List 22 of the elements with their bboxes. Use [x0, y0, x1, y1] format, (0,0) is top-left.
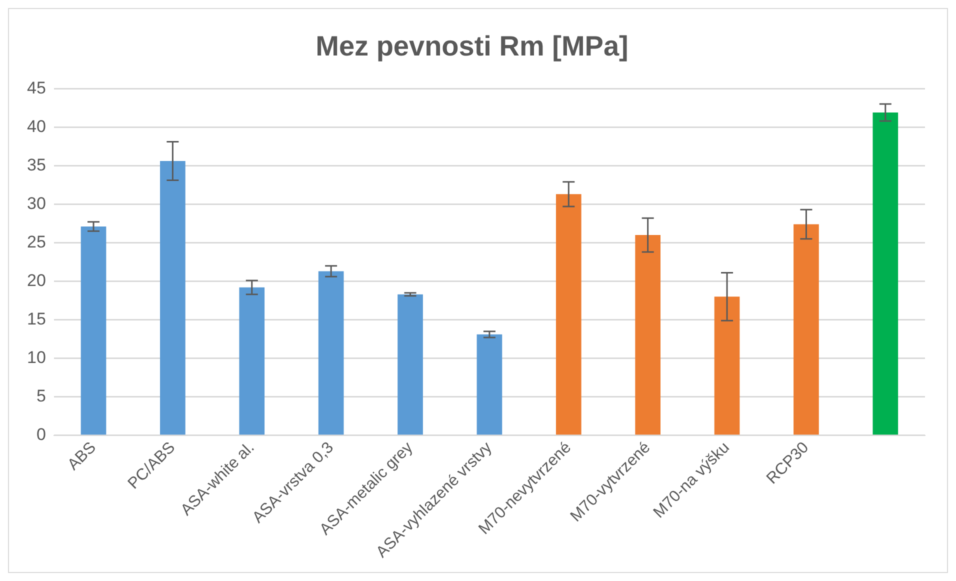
- bar: [714, 296, 740, 435]
- bar: [794, 224, 819, 435]
- y-tick-label: 15: [26, 309, 46, 328]
- bar: [239, 287, 265, 435]
- bar: [635, 235, 661, 435]
- bar: [476, 334, 502, 435]
- y-tick-label: 25: [26, 232, 46, 252]
- bar: [80, 226, 106, 435]
- y-tick-label: 0: [36, 425, 46, 444]
- y-tick-label: 45: [26, 78, 46, 98]
- y-tick-label: 30: [26, 194, 46, 213]
- bar: [872, 112, 898, 435]
- y-tick-label: 40: [26, 116, 46, 136]
- bar: [318, 271, 344, 435]
- bar: [160, 161, 186, 435]
- y-tick-label: 35: [26, 155, 46, 174]
- y-tick-label: 5: [36, 386, 46, 406]
- bar: [556, 194, 582, 435]
- bar: [398, 294, 423, 435]
- y-tick-label: 10: [26, 348, 46, 368]
- chart-title: Mez pevnosti Rm [MPa]: [316, 30, 628, 62]
- y-tick-label: 20: [26, 270, 46, 290]
